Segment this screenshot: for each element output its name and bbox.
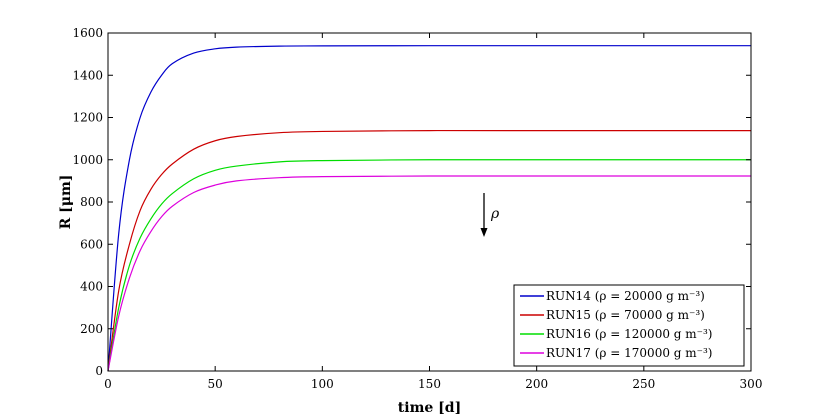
axis-layer: 0 50 100 150 200 250 300 0 200 400 600 800 1000 1200 1…: [72, 26, 762, 391]
y-tick-label: 400: [80, 280, 103, 294]
legend-box: [513, 284, 745, 367]
annotation-rho-label: ρ: [490, 206, 500, 222]
series-line-3: [107, 159, 751, 372]
x-tick-label: 250: [632, 377, 655, 391]
x-tick-label: 200: [525, 377, 548, 391]
legend-label-4: RUN17 (ρ = 170000 g m⁻³): [546, 346, 712, 360]
y-tick-label: 1600: [72, 26, 103, 40]
annotation-arrow-head: [480, 228, 488, 237]
x-tick-label: 0: [104, 377, 112, 391]
legend-label-2: RUN15 (ρ = 70000 g m⁻³): [546, 308, 705, 322]
density-annotation: ρ: [480, 193, 500, 237]
y-tick-label: 800: [80, 195, 103, 209]
x-axis-title: time [d]: [398, 400, 461, 416]
x-tick-label: 300: [740, 377, 763, 391]
y-tick-label: 1200: [72, 111, 103, 125]
y-axis-title: R [μm]: [58, 175, 74, 230]
series-line-1: [107, 45, 751, 372]
x-tick-label: 100: [311, 377, 334, 391]
series-line-2: [107, 129, 751, 372]
legend-label-3: RUN16 (ρ = 120000 g m⁻³): [546, 327, 712, 341]
x-tick-label: 50: [208, 377, 223, 391]
y-tick-label: 600: [80, 237, 103, 251]
series-line-4: [107, 175, 751, 372]
legend-items: RUN14 (ρ = 20000 g m⁻³) RUN15 (ρ = 70000 …: [520, 289, 712, 360]
y-tick-label: 0: [95, 364, 103, 378]
y-tick-label: 200: [80, 322, 103, 336]
legend-label-1: RUN14 (ρ = 20000 g m⁻³): [546, 289, 705, 303]
x-tick-label: 150: [418, 377, 441, 391]
y-tick-label: 1000: [72, 153, 103, 167]
legend: RUN14 (ρ = 20000 g m⁻³) RUN15 (ρ = 70000 …: [513, 284, 745, 367]
y-tick-label: 1400: [72, 68, 103, 82]
series-layer: [107, 45, 751, 372]
